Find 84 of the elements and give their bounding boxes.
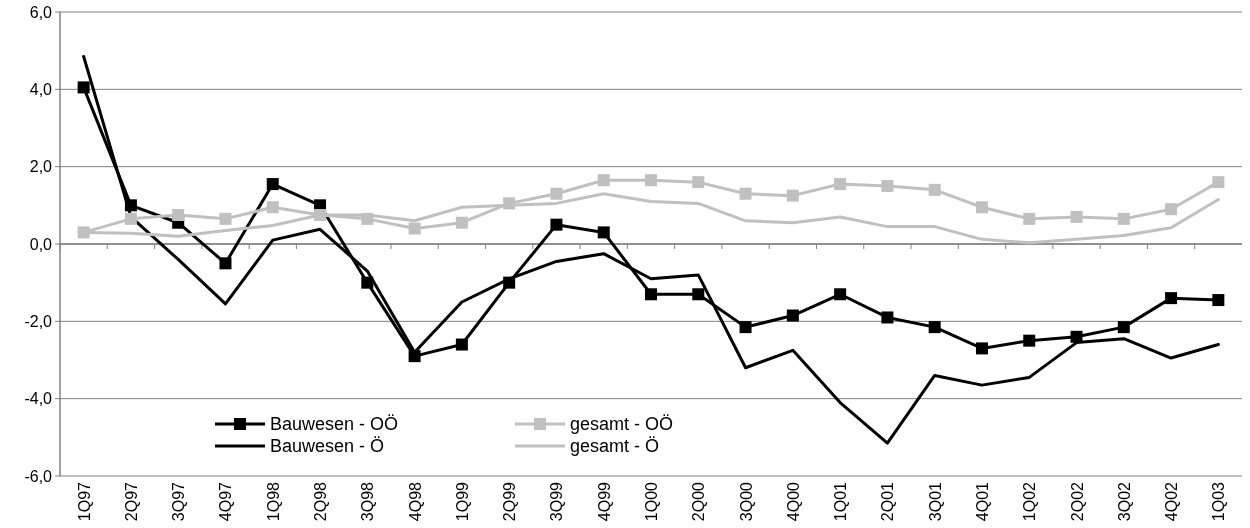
point <box>124 199 137 212</box>
point <box>1070 330 1083 343</box>
y-tick-label: 6,0 <box>29 3 53 21</box>
x-tick-label: 2Q00 <box>690 481 708 522</box>
x-tick-label: 3Q98 <box>359 481 377 522</box>
point <box>975 342 988 355</box>
x-tick-label: 4Q01 <box>973 481 991 522</box>
point <box>881 311 894 324</box>
point <box>1023 334 1036 347</box>
legend-label: gesamt - Ö <box>570 436 660 457</box>
point <box>739 187 752 200</box>
y-tick-label: -6,0 <box>24 467 53 485</box>
point <box>455 216 468 229</box>
legend-label: gesamt - OÖ <box>570 414 674 435</box>
x-tick-label: 4Q99 <box>595 481 613 522</box>
x-tick-label: 1Q98 <box>264 481 282 522</box>
point <box>219 257 232 270</box>
x-tick-label: 2Q01 <box>879 481 897 522</box>
x-tick-label: 1Q99 <box>453 481 471 522</box>
point <box>834 178 847 191</box>
x-tick-label: 1Q02 <box>1021 481 1039 522</box>
y-tick-label: 2,0 <box>29 158 53 176</box>
point <box>550 218 563 231</box>
point <box>503 276 516 289</box>
point <box>1023 212 1036 225</box>
point <box>928 183 941 196</box>
y-tick-label: 4,0 <box>29 80 53 98</box>
point <box>1117 212 1130 225</box>
x-tick-label: 2Q99 <box>501 481 519 522</box>
point <box>928 321 941 334</box>
legend-label: Bauwesen - OÖ <box>270 414 399 435</box>
point <box>1165 203 1178 216</box>
x-tick-label: 4Q97 <box>217 481 235 522</box>
x-tick-label: 3Q01 <box>926 481 944 522</box>
y-tick-label: -4,0 <box>24 390 53 408</box>
point <box>597 226 610 239</box>
point <box>975 201 988 214</box>
point <box>361 276 374 289</box>
point <box>1117 321 1130 334</box>
point <box>645 288 657 301</box>
legend-label: Bauwesen - Ö <box>270 436 385 457</box>
point <box>1070 210 1083 223</box>
x-tick-label: 1Q01 <box>832 481 850 522</box>
point <box>1212 176 1225 189</box>
y-tick-label: 0,0 <box>29 235 53 253</box>
point <box>77 226 90 239</box>
point <box>881 180 894 192</box>
point <box>408 222 421 235</box>
x-tick-label: 4Q02 <box>1163 481 1181 522</box>
point <box>786 189 799 202</box>
x-tick-label: 2Q97 <box>122 481 140 522</box>
point <box>503 197 516 210</box>
x-tick-label: 3Q99 <box>548 481 566 522</box>
x-tick-label: 1Q97 <box>75 481 93 522</box>
point <box>77 81 90 94</box>
x-tick-label: 1Q00 <box>643 481 660 522</box>
x-tick-label: 3Q97 <box>170 481 188 522</box>
point <box>266 201 279 214</box>
x-tick-label: 2Q02 <box>1068 481 1086 522</box>
point <box>739 321 752 334</box>
x-tick-label: 3Q02 <box>1115 481 1133 522</box>
point <box>692 176 705 189</box>
point <box>455 338 468 351</box>
point <box>786 309 799 322</box>
point <box>408 350 421 363</box>
point <box>645 174 657 187</box>
x-tick-label: 4Q00 <box>784 481 802 522</box>
point <box>314 209 327 221</box>
point <box>550 187 563 200</box>
point <box>172 209 185 221</box>
point <box>692 288 705 301</box>
y-tick-label: -2,0 <box>24 312 53 330</box>
point <box>1212 294 1225 307</box>
point <box>266 178 279 191</box>
x-tick-label: 2Q98 <box>312 481 330 522</box>
point <box>597 174 610 187</box>
point <box>1165 292 1178 305</box>
point <box>219 212 232 225</box>
x-tick-label: 1Q03 <box>1210 481 1228 522</box>
point <box>124 212 137 225</box>
x-tick-label: 3Q00 <box>737 481 755 522</box>
point <box>834 288 847 301</box>
x-tick-label: 4Q98 <box>406 481 424 522</box>
point <box>361 212 374 225</box>
